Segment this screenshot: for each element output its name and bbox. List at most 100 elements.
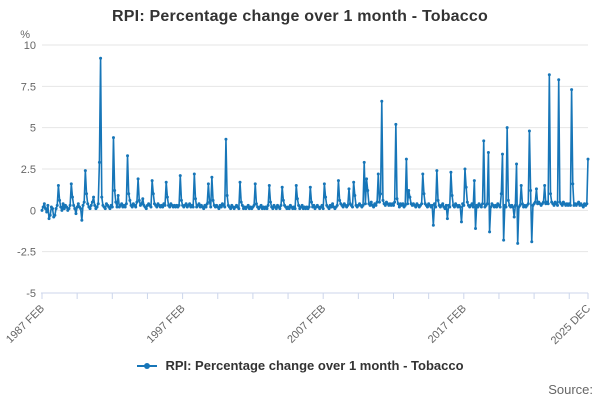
data-point-marker [279,203,283,207]
data-point-marker [217,207,221,211]
data-point-marker [392,203,395,207]
data-point-marker [81,203,85,207]
data-point-marker [433,202,437,206]
data-point-marker [485,202,489,206]
data-point-marker [308,185,312,189]
data-point-marker [225,193,229,197]
data-point-marker [151,192,155,196]
data-point-marker [445,217,449,221]
data-point-marker [406,202,410,206]
data-point-marker [546,202,550,206]
data-point-marker [462,203,466,207]
data-point-marker [197,202,201,206]
data-point-marker [403,203,407,207]
data-point-marker [111,136,115,140]
data-point-marker [401,202,405,206]
data-point-marker [441,202,445,206]
data-point-marker [502,238,506,242]
data-point-marker [511,205,515,209]
data-point-marker [48,213,52,217]
data-point-marker [54,207,58,211]
data-point-marker [55,203,59,207]
y-axis-tick-label: 2.5 [21,164,36,176]
x-axis-tick-label: 1997 FEB [145,303,188,346]
data-point-marker [297,203,301,207]
y-axis-tick-label: 0 [30,205,36,217]
data-point-marker [192,172,196,176]
data-point-marker [307,205,311,209]
data-point-marker [239,200,243,204]
data-point-marker [515,162,519,166]
data-point-marker [70,195,74,199]
data-point-marker [268,200,272,204]
data-point-marker [450,193,454,197]
data-point-marker [61,202,65,206]
y-axis-tick-label: -2.5 [17,247,36,259]
data-point-marker [124,202,128,206]
legend-item[interactable]: RPI: Percentage change over 1 month - To… [0,358,600,373]
data-point-marker [520,202,524,206]
data-point-marker [115,205,119,209]
data-point-marker [516,241,520,245]
data-point-marker [383,203,387,207]
data-point-marker [394,122,398,126]
data-point-marker [219,205,223,209]
data-point-marker [312,203,316,207]
data-point-marker [331,202,335,206]
data-point-marker [208,200,212,204]
data-point-marker [534,187,538,191]
data-point-marker [430,203,434,207]
data-point-marker [459,220,463,224]
data-point-marker [352,180,356,184]
data-point-marker [93,203,97,207]
data-point-marker [380,99,384,103]
data-point-marker [448,205,452,209]
data-point-marker [471,205,475,209]
data-point-marker [396,202,400,206]
data-point-marker [422,192,426,196]
data-point-marker [136,177,140,181]
data-point-marker [488,230,492,234]
data-point-marker [82,200,86,204]
data-point-marker [179,198,183,202]
data-point-marker [280,185,284,189]
data-point-marker [465,200,469,204]
data-point-marker [165,195,169,199]
data-point-marker [281,198,285,202]
data-point-marker [47,217,51,221]
x-axis-tick-label: 2007 FEB [285,303,328,346]
data-point-marker [188,202,192,206]
data-point-marker [568,203,572,207]
data-point-marker [51,207,55,211]
data-point-marker [329,205,333,209]
data-point-marker [518,203,522,207]
data-point-marker [474,227,478,231]
data-point-marker [56,184,60,188]
data-point-marker [229,207,233,211]
data-point-marker [500,152,504,156]
data-point-marker [294,184,298,188]
data-point-marker [58,198,62,202]
data-point-marker [309,200,313,204]
data-point-marker [237,207,241,211]
data-point-marker [128,198,132,202]
data-point-marker [397,205,401,209]
data-point-marker [53,213,57,217]
data-point-marker [436,198,440,202]
data-point-marker [529,188,533,192]
data-point-marker [95,205,99,209]
data-point-marker [377,200,381,204]
data-point-marker [324,195,328,199]
data-point-marker [96,202,100,206]
data-point-marker [168,205,172,209]
x-axis-tick-label: 2025 DEC [549,303,593,347]
data-point-marker [321,207,325,211]
data-point-marker [570,88,574,92]
data-point-marker [552,203,556,207]
data-point-marker [530,240,534,244]
data-point-marker [434,205,438,209]
data-point-marker [472,179,476,183]
data-point-marker [449,170,453,174]
data-point-marker [372,205,376,209]
data-point-marker [481,202,485,206]
